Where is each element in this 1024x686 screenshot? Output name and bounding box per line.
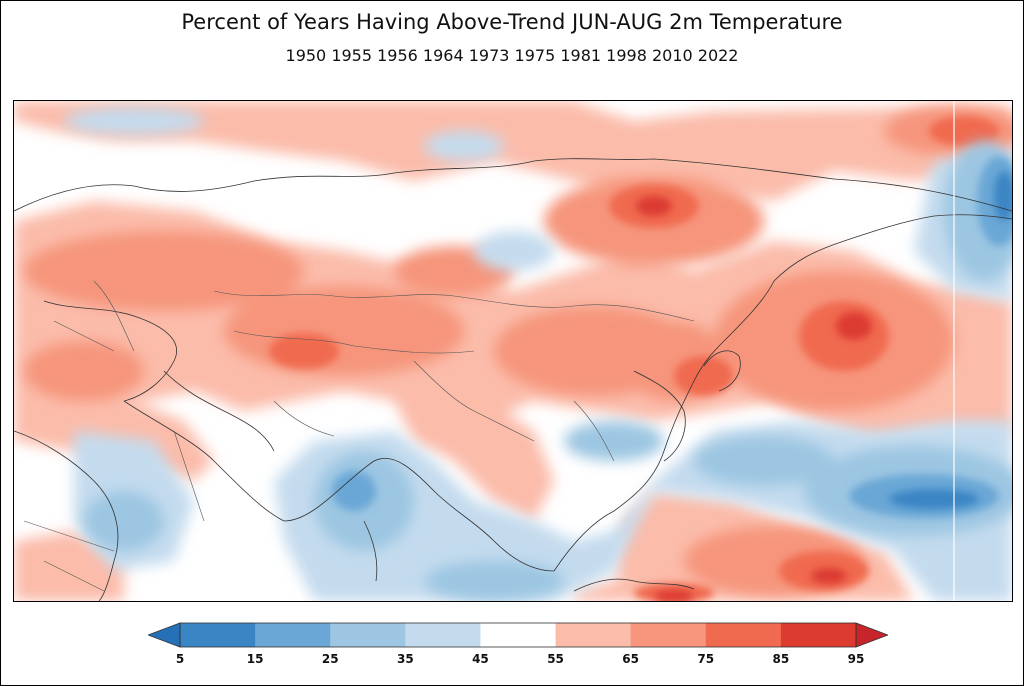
map-title: Percent of Years Having Above-Trend JUN-…	[181, 10, 843, 34]
colorbar-tick-label: 95	[847, 652, 865, 666]
colorbar-low-extension	[148, 622, 181, 648]
coastlines	[14, 158, 1012, 601]
colorbar-bin-65-75	[630, 623, 707, 647]
colorbar-tick-label: 55	[547, 652, 564, 666]
colorbar-tick-label: 85	[772, 652, 790, 666]
colorbar-tick-label: 45	[472, 652, 489, 666]
colorbar-bin-45-55	[480, 623, 557, 647]
map-panel	[13, 100, 1013, 602]
colorbar-border	[179, 622, 857, 648]
colorbar-bin-15-25	[255, 623, 331, 647]
colorbar-bin-25-35	[330, 623, 406, 647]
colorbar-bin-5-15	[180, 623, 256, 647]
colorbar-bin-75-85	[705, 623, 782, 647]
colorbar-tick-label: 25	[321, 652, 339, 666]
darkest-red-regions	[636, 196, 872, 601]
colorbar-segments	[180, 623, 857, 647]
colorbar-bin-55-65	[555, 623, 632, 647]
deepest-blue-regions	[889, 171, 1012, 509]
colorbar-tick-label: 65	[622, 652, 640, 666]
colorbar-high-extension	[855, 622, 888, 648]
colorbar-tick-label: 5	[175, 652, 185, 666]
map-subtitle: 1950 1955 1956 1964 1973 1975 1981 1998 …	[285, 46, 739, 65]
colorbar-bin-35-45	[405, 623, 481, 647]
colorbar-tick-label: 75	[697, 652, 715, 666]
colorbar-bin-85-95	[780, 623, 857, 647]
temperature-anomaly-map	[14, 101, 1012, 601]
colorbar	[148, 622, 888, 648]
colorbar-tick-label: 35	[396, 652, 414, 666]
country-borders	[23, 280, 695, 592]
colorbar-tick-label: 15	[246, 652, 264, 666]
